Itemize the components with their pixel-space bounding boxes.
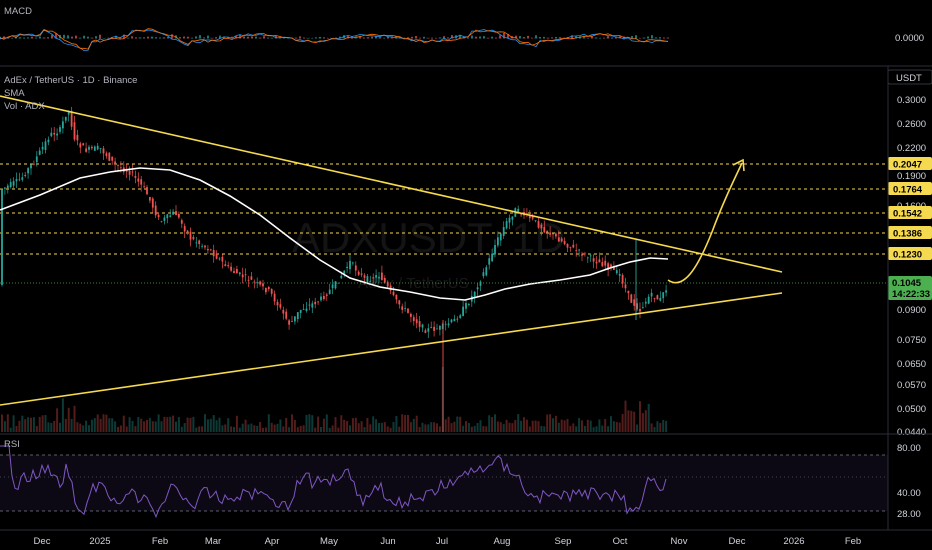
macd-value: 0.0000 <box>895 33 924 44</box>
level-badges: 0.2047 0.1764 0.1542 0.1386 0.1230 <box>888 157 932 261</box>
volume-bars <box>1 367 668 432</box>
level-value: 0.1386 <box>893 229 922 240</box>
level-badge <box>888 247 932 260</box>
symbol-watermark-sub: AdEx / TetherUS <box>358 275 469 292</box>
rsi-tick-80: 80.00 <box>897 443 921 454</box>
time-label: Nov <box>671 536 688 547</box>
price-tick: 0.0900 <box>897 305 926 316</box>
level-value: 0.2047 <box>893 160 922 171</box>
time-label: Sep <box>555 536 572 547</box>
time-label: Mar <box>205 536 221 547</box>
level-badge <box>888 206 932 219</box>
price-tick-labels: 0.30000.26000.22000.19000.16000.09000.07… <box>897 95 926 438</box>
countdown-timer: 14:22:33 <box>892 289 930 300</box>
price-axis[interactable]: USDT 0.30000.26000.22000.19000.16000.090… <box>887 69 932 438</box>
time-label: 2025 <box>89 536 110 547</box>
time-label: Feb <box>845 536 861 547</box>
level-value: 0.1230 <box>893 250 922 261</box>
time-label: Apr <box>265 536 280 547</box>
symbol-title[interactable]: AdEx / TetherUS · 1D · Binance <box>4 75 137 86</box>
curved-up-arrow-icon[interactable] <box>667 158 745 284</box>
price-tick: 0.2200 <box>897 143 926 154</box>
price-tick: 0.0750 <box>897 335 926 346</box>
time-label: Jun <box>380 536 395 547</box>
rsi-line <box>0 445 667 519</box>
macd-label: MACD <box>4 6 32 17</box>
main-pane: ADXUSDT, 1D AdEx / TetherUS AdEx / Tethe… <box>0 75 888 432</box>
lower-trendline[interactable] <box>0 292 783 406</box>
level-badge <box>888 182 932 195</box>
macd-pane: MACD 0.0000 <box>0 6 924 52</box>
rsi-label: RSI <box>4 439 20 450</box>
price-tick: 0.0440 <box>897 427 926 438</box>
horizontal-levels <box>0 163 888 255</box>
time-label: Dec <box>34 536 51 547</box>
rsi-pane: RSI 80.00 40.00 28.00 <box>0 439 921 520</box>
indicator-volume-label[interactable]: Vol · ADX <box>4 101 45 112</box>
price-tick: 0.0500 <box>897 404 926 415</box>
macd-lines <box>0 28 669 52</box>
rsi-tick-40: 40.00 <box>897 488 921 499</box>
time-axis[interactable]: Dec 2025 Feb Mar Apr May Jun Jul Aug Sep Oct Nov Dec… <box>34 536 862 547</box>
time-label: 2026 <box>783 536 804 547</box>
sma-line <box>0 167 669 301</box>
price-tick: 0.0570 <box>897 380 926 391</box>
price-tick: 0.0650 <box>897 359 926 370</box>
price-tick: 0.3000 <box>897 95 926 106</box>
time-label: Feb <box>152 536 168 547</box>
symbol-watermark: ADXUSDT, 1D <box>292 214 565 261</box>
time-label: Jul <box>436 536 448 547</box>
current-price-badge: 0.1045 14:22:33 <box>888 276 932 300</box>
candlesticks <box>1 106 667 432</box>
time-label: Oct <box>613 536 628 547</box>
indicator-sma-label[interactable]: SMA <box>4 88 25 99</box>
level-badge <box>888 157 932 170</box>
level-value: 0.1764 <box>893 185 923 196</box>
rsi-tick-28: 28.00 <box>897 509 921 520</box>
current-price-value: 0.1045 <box>892 278 922 289</box>
time-label: Aug <box>494 536 511 547</box>
time-label: May <box>320 536 338 547</box>
upper-trendline[interactable] <box>0 95 783 273</box>
time-label: Dec <box>729 536 746 547</box>
price-tick: 0.2600 <box>897 119 926 130</box>
level-badge <box>888 226 932 239</box>
level-value: 0.1542 <box>893 209 922 220</box>
currency-label[interactable]: USDT <box>896 73 922 84</box>
price-tick: 0.1900 <box>897 171 926 182</box>
